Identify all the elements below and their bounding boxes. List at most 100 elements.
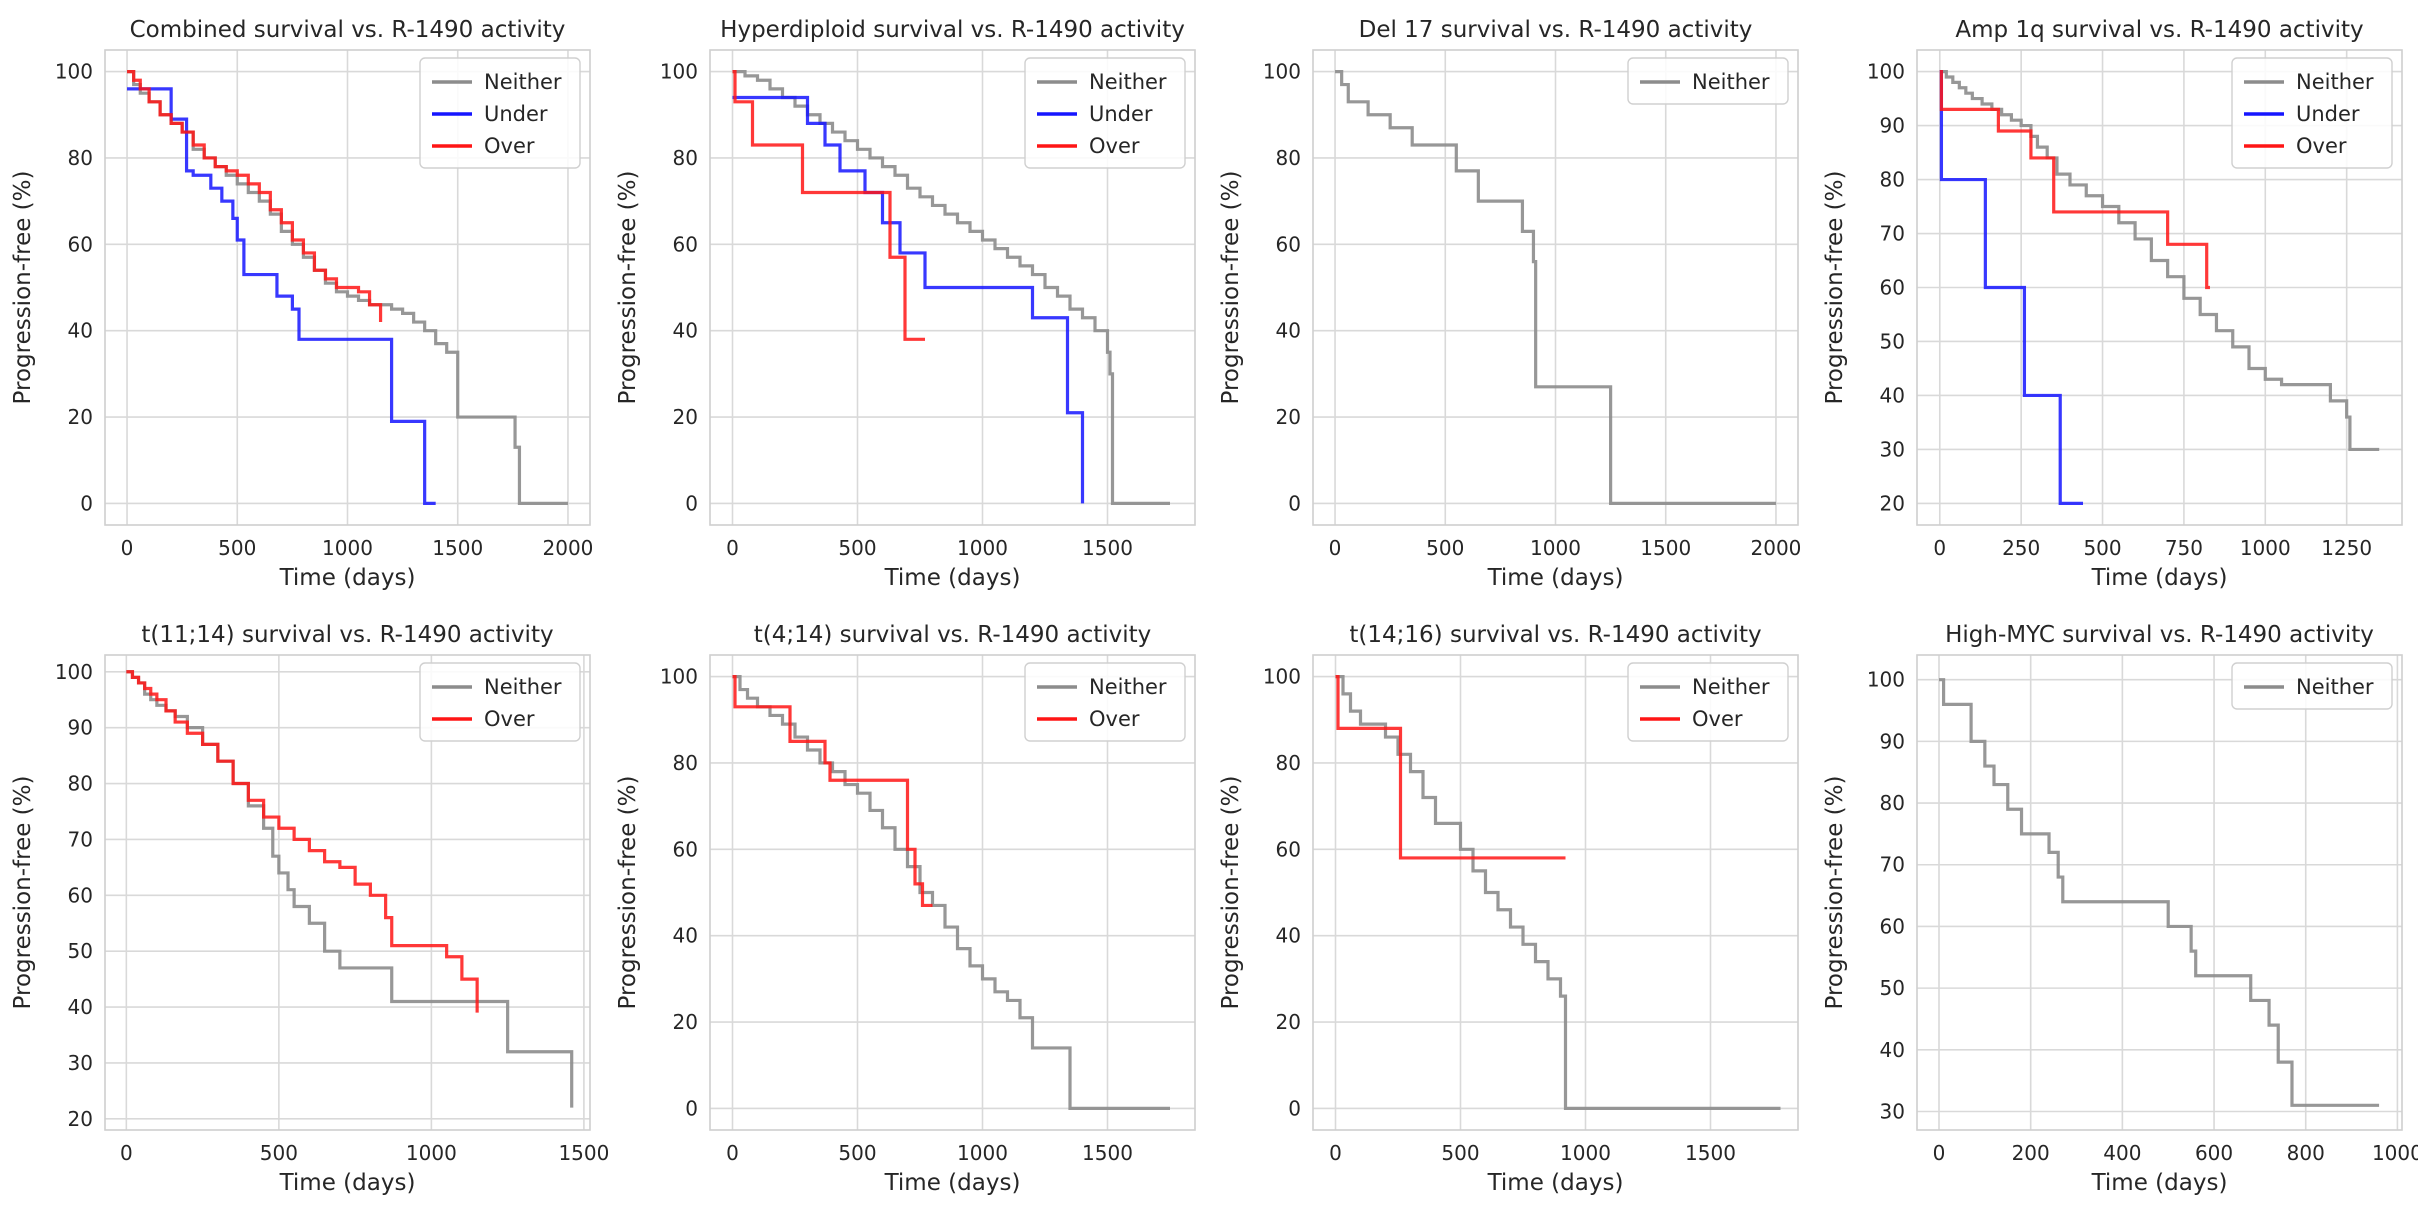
x-tick-label: 0	[1329, 536, 1342, 560]
y-tick-label: 40	[673, 319, 698, 343]
chart-panel-8: High-MYC survival vs. R-1490 activity 0 20…	[1822, 622, 2418, 1196]
y-tick-label: 40	[1880, 1038, 1905, 1062]
plot-frame	[104, 654, 591, 1131]
y-tick-label: 80	[68, 772, 93, 796]
y-tick-label: 30	[1880, 437, 1905, 461]
series-line-over	[127, 69, 383, 323]
x-tick-label: 0	[1329, 1141, 1342, 1165]
y-axis-label: Progression-free (%)	[615, 171, 641, 405]
y-tick-label: 0	[1288, 1096, 1301, 1120]
series-line-neither	[732, 69, 1170, 506]
y-tick-label: 40	[68, 995, 93, 1019]
series-line-under	[1939, 69, 2084, 506]
x-tick-label: 0	[121, 536, 134, 560]
x-tick-label: 1500	[1685, 1141, 1736, 1165]
legend-label: Over	[2296, 134, 2347, 158]
legend-box	[419, 57, 581, 169]
y-tick-label: 20	[1880, 491, 1905, 515]
y-tick-label: 40	[1880, 383, 1905, 407]
chart-title: t(11;14) survival vs. R-1490 activity	[141, 622, 553, 648]
legend-label: Neither	[2296, 675, 2374, 699]
y-tick-label: 60	[1276, 837, 1301, 861]
y-axis-label: Progression-free (%)	[615, 776, 641, 1010]
y-tick-label: 20	[1276, 1010, 1301, 1034]
x-tick-label: 1500	[1082, 536, 1133, 560]
legend-label: Under	[1089, 102, 1153, 126]
x-tick-label: 1250	[2321, 536, 2372, 560]
y-tick-label: 100	[55, 60, 93, 84]
x-tick-label: 0	[1933, 536, 1946, 560]
chart-title: High-MYC survival vs. R-1490 activity	[1945, 622, 2374, 648]
x-tick-label: 400	[2103, 1141, 2141, 1165]
plot-frame	[1916, 654, 2403, 1131]
plot-frame	[104, 49, 591, 526]
y-tick-label: 100	[660, 60, 698, 84]
x-tick-label: 500	[2083, 536, 2121, 560]
legend-box	[1024, 662, 1186, 742]
series-line-under	[732, 95, 1085, 504]
x-tick-label: 1500	[1082, 1141, 1133, 1165]
y-tick-label: 70	[1880, 853, 1905, 877]
y-tick-label: 40	[1276, 924, 1301, 948]
x-tick-label: 1000	[406, 1141, 457, 1165]
x-tick-label: 500	[1426, 536, 1464, 560]
x-tick-label: 0	[726, 536, 739, 560]
y-tick-label: 50	[1880, 329, 1905, 353]
series-line-over	[1939, 69, 2210, 290]
y-tick-label: 60	[68, 232, 93, 256]
y-axis-label: Progression-free (%)	[1822, 171, 1848, 405]
x-tick-label: 250	[2002, 536, 2040, 560]
legend-label: Neither	[1089, 675, 1167, 699]
y-tick-label: 30	[68, 1051, 93, 1075]
legend-label: Neither	[1089, 70, 1167, 94]
x-tick-label: 1500	[1640, 536, 1691, 560]
x-tick-label: 0	[726, 1141, 739, 1165]
x-tick-label: 1000	[2372, 1141, 2418, 1165]
x-axis-label: Time (days)	[884, 565, 1021, 591]
x-tick-label: 0	[1933, 1141, 1946, 1165]
chart-panel-2: Hyperdiploid survival vs. R-1490 activit…	[615, 17, 1196, 591]
series-line-neither	[1939, 69, 2380, 452]
x-axis-label: Time (days)	[2091, 565, 2228, 591]
y-axis-label: Progression-free (%)	[10, 171, 36, 405]
series-line-neither	[1335, 674, 1781, 1111]
y-tick-label: 20	[68, 405, 93, 429]
legend-box	[1627, 662, 1789, 742]
legend-box	[419, 662, 581, 742]
chart-title: Amp 1q survival vs. R-1490 activity	[1955, 17, 2363, 43]
legend-label: Over	[484, 707, 535, 731]
y-tick-label: 50	[1880, 976, 1905, 1000]
chart-panel-3: Del 17 survival vs. R-1490 activity 0 500 1…	[1218, 17, 1801, 591]
y-tick-label: 80	[68, 146, 93, 170]
y-tick-label: 90	[68, 716, 93, 740]
y-tick-label: 0	[80, 491, 93, 515]
y-axis-label: Progression-free (%)	[1218, 171, 1244, 405]
x-tick-label: 500	[218, 536, 256, 560]
x-tick-label: 500	[838, 536, 876, 560]
y-tick-label: 80	[1276, 146, 1301, 170]
series-line-over	[126, 670, 479, 1013]
y-tick-label: 20	[68, 1107, 93, 1131]
y-tick-label: 60	[673, 232, 698, 256]
legend-label: Neither	[484, 675, 562, 699]
y-tick-label: 80	[673, 146, 698, 170]
x-tick-label: 500	[260, 1141, 298, 1165]
y-tick-label: 0	[685, 1096, 698, 1120]
y-tick-label: 100	[660, 665, 698, 689]
plot-frame	[709, 654, 1196, 1131]
legend-box	[2231, 662, 2393, 710]
y-tick-label: 50	[68, 939, 93, 963]
y-tick-label: 20	[673, 1010, 698, 1034]
x-tick-label: 2000	[543, 536, 594, 560]
y-tick-label: 60	[673, 837, 698, 861]
plot-frame	[1312, 49, 1799, 526]
x-tick-label: 0	[120, 1141, 133, 1165]
plot-frame	[1312, 654, 1799, 1131]
y-axis-label: Progression-free (%)	[1218, 776, 1244, 1010]
y-tick-label: 90	[1880, 729, 1905, 753]
legend-label: Over	[1089, 134, 1140, 158]
y-tick-label: 100	[1867, 60, 1905, 84]
x-axis-label: Time (days)	[1487, 565, 1624, 591]
series-line-under	[127, 87, 436, 506]
